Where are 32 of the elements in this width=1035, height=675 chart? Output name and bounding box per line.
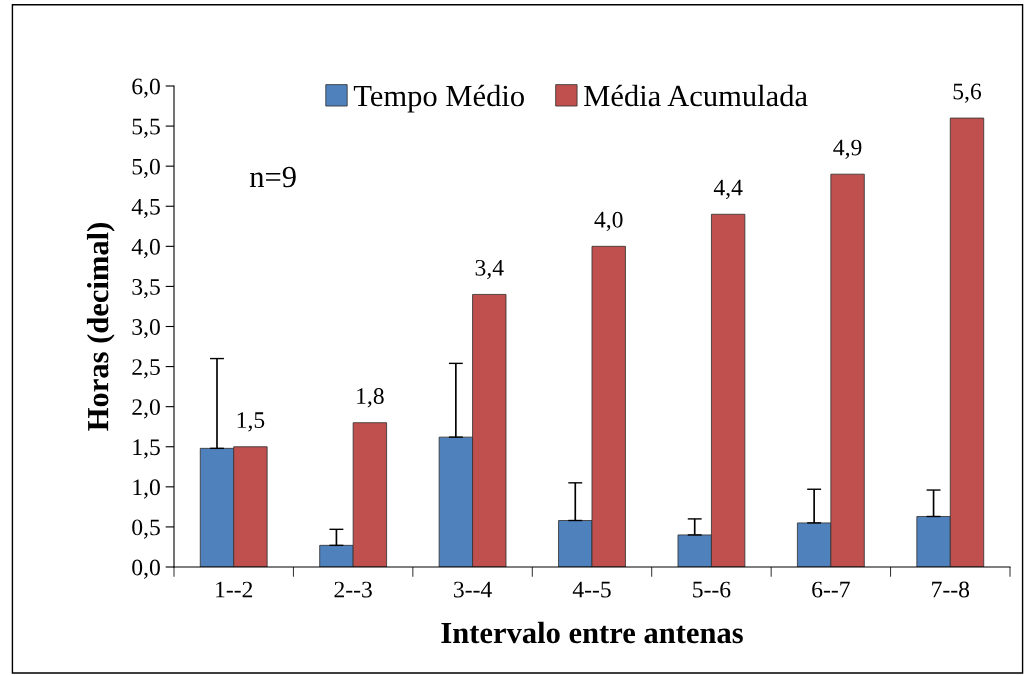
data-label: 5,6 [953,83,982,103]
data-label: 4,0 [594,211,623,232]
data-label: 3,4 [475,259,504,280]
annotation: n=9 [249,166,296,188]
data-label: 4,4 [713,179,743,199]
data-label: 4,9 [833,139,862,159]
data-label: 1,5 [237,412,265,432]
x-tick-label: 4--5 [572,581,611,598]
y-tick-label: 3,0 [132,318,160,339]
y-tick-label: 1,0 [133,479,160,499]
x-tick-label: 7--8 [932,581,970,598]
y-tick-label: 2,5 [132,359,160,379]
x-tick-label: 5--6 [693,581,731,598]
x-tick-label: 2--3 [334,581,372,598]
y-tick-label: 1,5 [133,439,160,459]
x-tick-label: 6--7 [812,581,850,598]
y-axis-title: Horas (decimal) [86,223,115,431]
legend-label: Média Acumulada [584,84,808,107]
y-tick-label: 0,5 [132,519,160,539]
y-tick-label: 4,0 [131,238,160,259]
x-axis-title: Intervalo entre antenas [441,621,743,644]
legend-label: Tempo Médio [353,84,524,113]
x-tick-label: 3--4 [454,581,492,598]
y-tick-label: 3,5 [132,278,160,299]
y-tick-label: 6,0 [132,78,160,98]
y-tick-label: 4,5 [131,198,160,219]
x-tick-label: 1--2 [216,581,253,598]
y-tick-label: 5,5 [132,118,160,138]
data-label: 1,8 [357,388,384,408]
y-tick-label: 5,0 [132,158,160,178]
y-tick-label: 0,0 [132,559,160,579]
y-tick-label: 2,0 [132,399,160,419]
